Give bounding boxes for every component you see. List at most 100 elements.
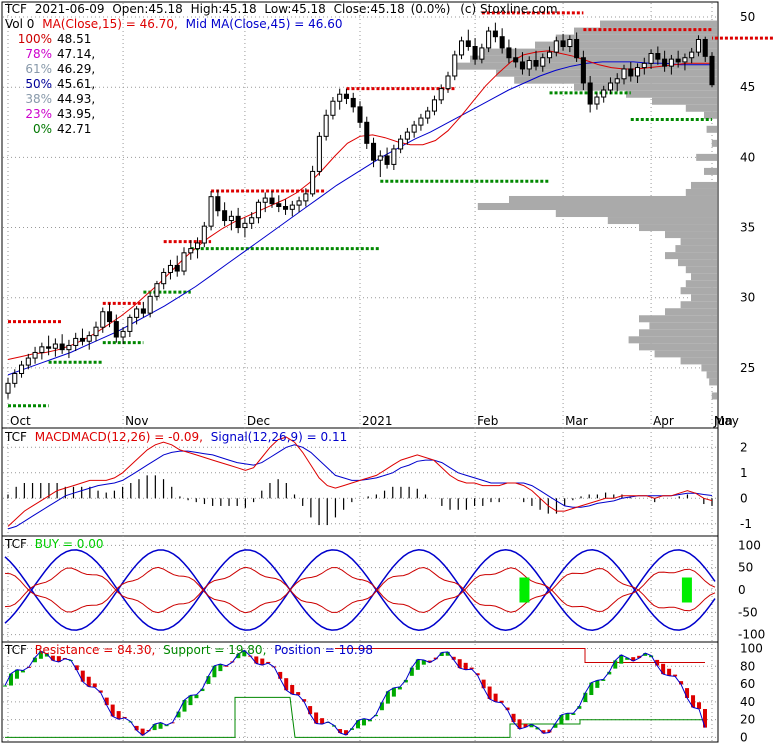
header-high: 45.18: [222, 2, 256, 16]
month-label: Feb: [477, 414, 498, 428]
candle-up: [25, 357, 31, 366]
volume-profile-bar: [555, 34, 717, 42]
volume-profile-bar: [696, 153, 717, 161]
candle-down: [560, 40, 566, 48]
rsp-position-bar: [20, 670, 25, 673]
rsp-position-bar: [367, 719, 372, 722]
candle-down: [574, 38, 580, 59]
candle-up: [93, 326, 99, 337]
rsp-position-bar: [391, 687, 396, 697]
resistance-value-label: Resistance = 84.30,: [35, 643, 156, 657]
rsp-position-bar: [158, 722, 163, 729]
rsp-position-bar: [673, 674, 678, 677]
candle-up: [303, 193, 309, 202]
candle-down: [519, 61, 525, 70]
rsp-position-bar: [3, 685, 7, 687]
rsp-position-bar: [655, 659, 660, 666]
macd-name: MACD: [35, 430, 71, 444]
candle-up: [337, 93, 343, 102]
price-header: TCF 2021-06-09 Open:45.18 High:45.18 Low…: [4, 2, 558, 16]
candle-up: [689, 51, 695, 59]
candle-down: [59, 343, 65, 351]
volume-profile-bar: [477, 202, 717, 211]
candle-up: [398, 138, 404, 150]
buy-lower-band: [4, 549, 716, 631]
macd-value-label: MACD(12,26) = -0.09,: [71, 430, 203, 444]
month-label: 2021: [362, 414, 393, 428]
price-tick-label: 30: [740, 291, 755, 305]
buy-upper-band: [4, 549, 716, 631]
buy-tick-label: -100: [738, 628, 765, 642]
candle-down: [343, 93, 349, 99]
fib-level-value: 46.29,: [57, 62, 95, 76]
candle-up: [540, 57, 546, 67]
rsp-position-bar: [44, 653, 49, 657]
rsp-position-bar: [643, 653, 648, 656]
ma-header: Vol 0 MA(Close,15) = 46.70, Mid MA(Close…: [5, 17, 342, 31]
rsp-position-bar: [637, 655, 642, 659]
buy-signal-line: [4, 566, 716, 614]
rsp-position-bar: [397, 686, 402, 690]
candle-up: [19, 364, 25, 375]
rsp-position-bar: [86, 676, 91, 687]
candle-down: [222, 210, 228, 222]
month-label: May: [714, 414, 739, 428]
rsp-position-bar: [385, 691, 390, 704]
rsp-position-bar: [451, 656, 456, 660]
rsp-position-bar: [547, 729, 552, 733]
candle-up: [134, 308, 140, 318]
candle-up: [167, 264, 173, 273]
candle-up: [195, 242, 201, 250]
level-lines: [8, 11, 773, 408]
header-high-label: High:: [191, 2, 223, 16]
candle-up: [607, 82, 613, 91]
volume-profile-bar: [654, 350, 717, 358]
buy-tick-label: 100: [738, 538, 761, 552]
rsp-position-bar: [14, 669, 19, 679]
candle-up: [255, 201, 261, 219]
rsp-tick-label: 100: [740, 642, 763, 656]
candle-down: [140, 308, 146, 314]
rsp-position-bar: [433, 657, 438, 660]
volume-profile-bar: [555, 210, 717, 218]
rsp-position-bar: [457, 659, 462, 669]
candle-up: [86, 335, 92, 342]
header-close: 45.18: [370, 2, 404, 16]
rsp-plot: 0 20 40 60 80 100: [3, 642, 763, 744]
rsp-position-bar: [344, 730, 349, 736]
rsp-position-bar: [194, 694, 199, 699]
rsp-tick-label: 60: [740, 677, 755, 691]
candle-down: [357, 106, 363, 123]
fib-level-value: 47.14,: [57, 47, 95, 61]
candle-up: [404, 131, 410, 140]
rsp-position-bar: [50, 655, 55, 661]
rsp-position-bar: [200, 688, 205, 692]
volume-profile-bar: [704, 111, 717, 119]
rsp-position-bar: [212, 665, 217, 678]
candle-up: [147, 295, 153, 314]
rsp-position-bar: [236, 654, 241, 659]
ma45-line: [7, 61, 712, 376]
volume-profile-bar: [675, 245, 717, 253]
candle-down: [384, 155, 390, 165]
candle-up: [459, 40, 465, 56]
candle-up: [5, 382, 11, 394]
ma15-label: MA(Close,15) = 46.70,: [42, 17, 178, 31]
rsp-position-bar: [685, 688, 690, 699]
fib-level-label: 23%: [25, 107, 52, 121]
volume-profile-bar: [680, 287, 717, 295]
rsp-position-bar: [679, 681, 684, 685]
candle-up: [553, 40, 559, 53]
candle-up: [438, 88, 444, 101]
rsp-position-bar: [80, 670, 85, 682]
candle-up: [161, 271, 167, 285]
buy-value-label: BUY = 0.00: [35, 537, 104, 551]
volume-profile-bar: [709, 378, 717, 386]
rsp-position-bar: [260, 658, 265, 666]
rsp-position-bar: [373, 714, 378, 717]
candle-up: [418, 117, 424, 126]
rsp-position-bar: [8, 673, 13, 686]
candle-down: [46, 346, 52, 349]
candle-down: [113, 321, 119, 338]
candle-down: [499, 36, 505, 49]
